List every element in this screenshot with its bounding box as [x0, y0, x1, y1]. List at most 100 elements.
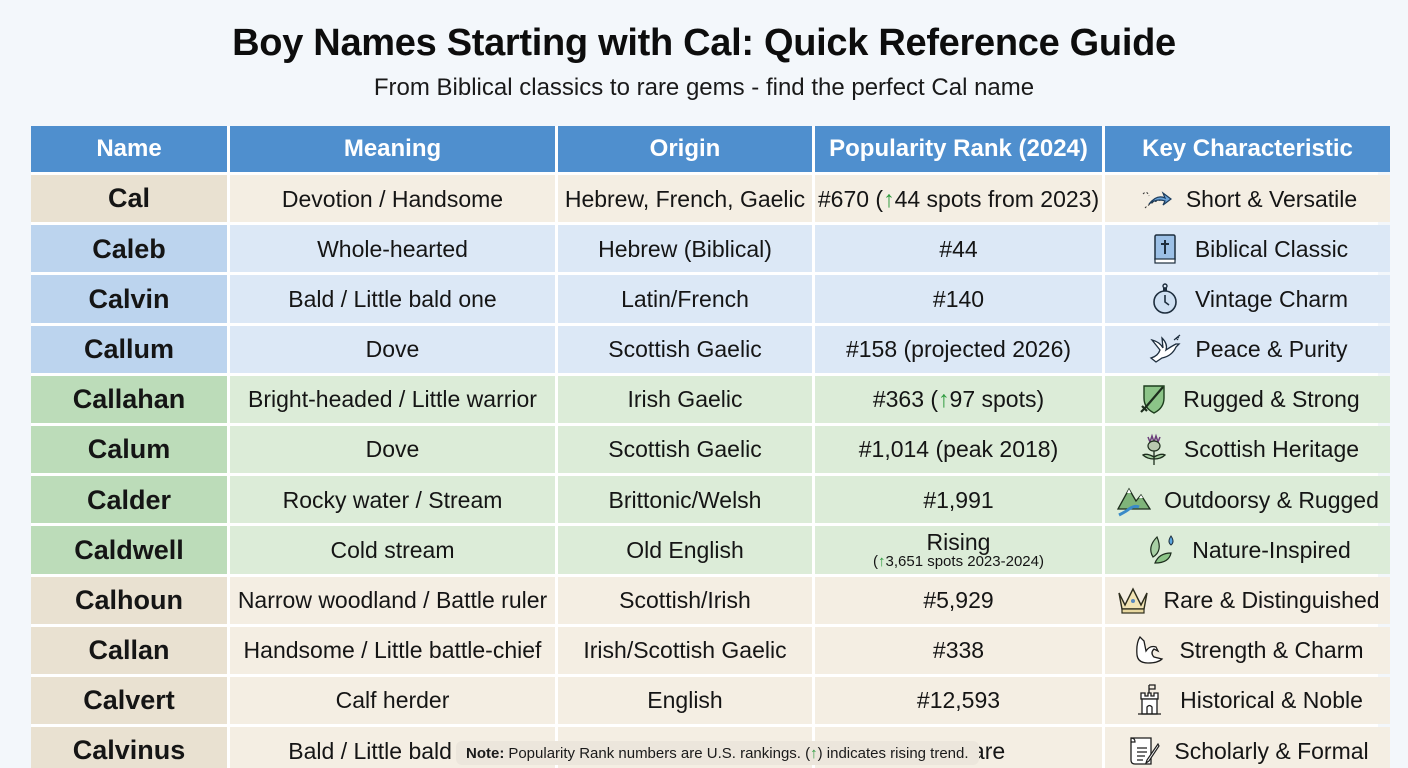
origin-cell: Old English [558, 526, 812, 574]
note-label: Note: [466, 744, 505, 762]
characteristic-label: Outdoorsy & Rugged [1164, 486, 1379, 513]
name-cell: Calvinus [31, 727, 227, 768]
rank-cell: #44 [815, 225, 1102, 273]
rank-text: Rising [926, 528, 991, 555]
rank-text: #363 ( [872, 386, 939, 413]
note-text: Popularity Rank numbers are U.S. ranking… [508, 744, 811, 762]
rank-cell: #5,929 [815, 576, 1102, 624]
name-cell: Caleb [31, 225, 227, 273]
rank-cell: #140 [815, 275, 1102, 323]
characteristic-cell: Vintage Charm [1105, 275, 1390, 323]
arrow-swoosh-icon [1138, 181, 1174, 217]
rank-cell: #670 (↑ 44 spots from 2023) [815, 175, 1102, 223]
rising-arrow-icon: ↑ [883, 185, 895, 212]
origin-cell: Latin/French [558, 275, 812, 323]
page-subtitle: From Biblical classics to rare gems - fi… [373, 74, 1035, 101]
rank-cell: #338 [815, 626, 1102, 674]
rank-text-suffix: 44 spots from 2023) [894, 185, 1100, 212]
characteristic-label: Scholarly & Formal [1174, 737, 1369, 764]
name-cell: Calvin [31, 275, 227, 323]
name-cell: Callahan [31, 375, 227, 423]
rank-cell: #12,593 [815, 676, 1102, 725]
rank-subtext: (↑3,651 spots 2023-2024) [873, 554, 1044, 570]
leaf-droplet-icon [1144, 532, 1180, 568]
characteristic-cell: Strength & Charm [1105, 626, 1390, 674]
characteristic-label: Peace & Purity [1195, 336, 1348, 363]
meaning-cell: Dove [230, 325, 555, 373]
origin-cell: Irish Gaelic [558, 375, 812, 423]
name-cell: Calder [31, 476, 227, 524]
origin-cell: English [558, 676, 812, 725]
characteristic-cell: Peace & Purity [1105, 325, 1390, 373]
flexed-arm-icon [1131, 632, 1167, 668]
characteristic-label: Biblical Classic [1194, 235, 1349, 262]
header-name: Name [31, 126, 227, 172]
origin-cell: Irish/Scottish Gaelic [558, 626, 812, 674]
shield-sword-icon [1135, 381, 1171, 417]
name-cell: Calvert [31, 676, 227, 725]
meaning-cell: Dove [230, 425, 555, 474]
rising-arrow-icon: ↑ [878, 553, 886, 571]
origin-cell: Scottish/Irish [558, 576, 812, 624]
rank-subtext-open: ( [873, 553, 879, 571]
rising-arrow-icon: ↑ [810, 744, 818, 762]
rising-arrow-icon: ↑ [938, 386, 950, 413]
meaning-cell: Bald / Little bald one [230, 275, 555, 323]
page-title: Boy Names Starting with Cal: Quick Refer… [232, 22, 1176, 64]
characteristic-label: Historical & Noble [1180, 687, 1363, 714]
name-cell: Callan [31, 626, 227, 674]
bible-icon [1147, 231, 1183, 267]
characteristic-cell: Nature-Inspired [1105, 526, 1390, 574]
characteristic-cell: Historical & Noble [1105, 676, 1390, 725]
crown-icon [1115, 582, 1151, 618]
characteristic-cell: Rare & Distinguished [1105, 576, 1390, 624]
characteristic-label: Scottish Heritage [1183, 436, 1360, 463]
characteristic-label: Nature-Inspired [1192, 536, 1351, 563]
meaning-cell: Narrow woodland / Battle ruler [230, 576, 555, 624]
rank-cell: #1,991 [815, 476, 1102, 524]
header-popularity: Popularity Rank (2024) [815, 126, 1102, 172]
characteristic-cell: Outdoorsy & Rugged [1105, 476, 1390, 524]
rank-cell: #158 (projected 2026) [815, 325, 1102, 373]
stopwatch-icon [1147, 281, 1183, 317]
meaning-cell: Calf herder [230, 676, 555, 725]
note-text-end: ) indicates rising trend. [817, 744, 969, 762]
origin-cell: Hebrew, French, Gaelic [558, 175, 812, 223]
name-cell: Calhoun [31, 576, 227, 624]
meaning-cell: Cold stream [230, 526, 555, 574]
characteristic-label: Vintage Charm [1195, 285, 1348, 312]
header-characteristic: Key Characteristic [1105, 126, 1390, 172]
characteristic-cell: Rugged & Strong [1105, 375, 1390, 423]
origin-cell: Brittonic/Welsh [558, 476, 812, 524]
characteristic-label: Strength & Charm [1179, 637, 1364, 664]
rank-cell: Rising (↑3,651 spots 2023-2024) [815, 526, 1102, 574]
characteristic-label: Short & Versatile [1185, 185, 1358, 212]
rank-subtext-body: 3,651 spots 2023-2024) [885, 553, 1044, 571]
meaning-cell: Rocky water / Stream [230, 476, 555, 524]
characteristic-label: Rugged & Strong [1183, 386, 1360, 413]
origin-cell: Scottish Gaelic [558, 325, 812, 373]
characteristic-cell: Short & Versatile [1105, 175, 1390, 223]
mountain-stream-icon [1116, 482, 1152, 518]
dove-icon [1147, 331, 1183, 367]
origin-cell: Scottish Gaelic [558, 425, 812, 474]
meaning-cell: Bright-headed / Little warrior [230, 375, 555, 423]
castle-tower-icon [1132, 682, 1168, 718]
characteristic-label: Rare & Distinguished [1163, 587, 1380, 614]
header-origin: Origin [558, 126, 812, 172]
name-cell: Cal [31, 175, 227, 223]
footnote: Note: Popularity Rank numbers are U.S. r… [456, 741, 979, 765]
rank-text: #670 ( [817, 185, 884, 212]
meaning-cell: Whole-hearted [230, 225, 555, 273]
characteristic-cell: Scottish Heritage [1105, 425, 1390, 474]
characteristic-cell: Biblical Classic [1105, 225, 1390, 273]
name-cell: Callum [31, 325, 227, 373]
names-table: Name Meaning Origin Popularity Rank (202… [31, 126, 1390, 768]
rank-cell: #363 (↑ 97 spots) [815, 375, 1102, 423]
meaning-cell: Devotion / Handsome [230, 175, 555, 223]
name-cell: Calum [31, 425, 227, 474]
meaning-cell: Handsome / Little battle-chief [230, 626, 555, 674]
scroll-quill-icon [1126, 733, 1162, 768]
name-cell: Caldwell [31, 526, 227, 574]
characteristic-cell: Scholarly & Formal [1105, 727, 1390, 768]
